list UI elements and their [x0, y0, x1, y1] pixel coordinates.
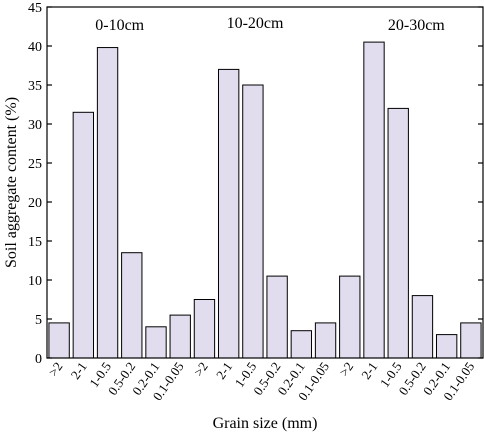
bar-2-5 — [290, 330, 313, 359]
bar-1-1 — [48, 322, 70, 359]
y-tick-label: 0 — [35, 352, 42, 367]
x-axis: >2 2-11-0.50.5-0.20.2-0.10.1-0.05 >2 2-11-0… — [45, 359, 477, 403]
bar-1-5 — [145, 326, 167, 359]
bar-3-3 — [387, 107, 409, 359]
bar-3-5 — [435, 334, 458, 359]
y-tick-label: 35 — [28, 79, 42, 94]
y-axis-title: Soil aggregate content (%) — [3, 97, 20, 268]
y-tick-label: 25 — [28, 157, 42, 172]
group-labels: 0-10cm 10-20cm 20-30cm — [95, 15, 445, 34]
x-tick-label: 2-1 — [68, 359, 90, 382]
group-label-3: 20-30cm — [388, 17, 445, 34]
group-label-2: 10-20cm — [227, 15, 284, 32]
plot-frame — [46, 6, 484, 359]
bar-3-1 — [339, 275, 361, 359]
y-tick-label: 20 — [28, 196, 42, 211]
y-axis: 0 5 10 15 20 25 30 35 40 45 — [28, 1, 483, 367]
y-tick-label: 30 — [28, 118, 42, 133]
y-tick-label: 5 — [35, 313, 42, 328]
bar-3-2 — [363, 41, 385, 359]
x-tick-label: >2 — [336, 359, 356, 379]
bar-1-6 — [169, 314, 191, 359]
y-tick-label: 40 — [28, 40, 42, 55]
x-tick-label: >2 — [45, 359, 65, 379]
bar-2-2 — [217, 68, 240, 359]
x-tick-label: 2-1 — [358, 359, 380, 382]
bar-2-6 — [314, 322, 337, 359]
x-axis-title: Grain size (mm) — [213, 415, 318, 432]
bar-1-2 — [72, 111, 95, 359]
bar-2-1 — [193, 299, 216, 359]
x-tick-label: 2-1 — [213, 359, 235, 382]
bar-3-4 — [411, 295, 434, 359]
bar-1-4 — [121, 252, 143, 359]
bar-2-3 — [242, 84, 264, 359]
group-label-1: 0-10cm — [95, 17, 144, 34]
y-tick-label: 45 — [28, 1, 42, 16]
bar-1-3 — [96, 47, 119, 359]
y-tick-label: 15 — [28, 235, 42, 250]
bar-2-4 — [266, 275, 288, 359]
bars-layer — [48, 41, 482, 359]
bar-3-6 — [460, 322, 482, 359]
y-tick-label: 10 — [28, 274, 42, 289]
x-tick-label: >2 — [191, 359, 211, 379]
